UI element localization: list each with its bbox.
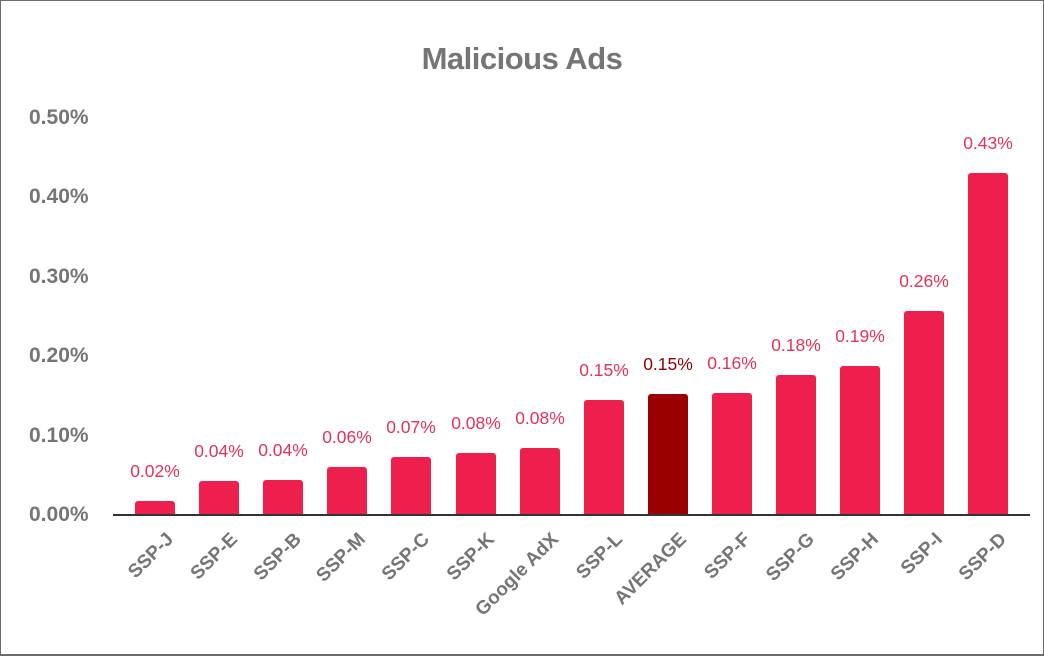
data-label: 0.04% [194,441,244,461]
y-tick-label: 0.40% [29,185,89,208]
y-tick-label: 0.00% [29,503,89,526]
x-tick-label: SSP-K [442,529,499,585]
chart-title: Malicious Ads [421,41,623,76]
y-tick-label: 0.50% [29,106,89,129]
x-tick-label: SSP-J [124,529,178,583]
data-label: 0.08% [515,408,565,428]
data-label: 0.19% [835,326,885,346]
x-tick-label: SSP-M [312,529,370,587]
data-label: 0.07% [386,417,436,437]
bar-average [648,394,688,514]
x-tick-label: SSP-B [249,529,306,585]
data-label: 0.43% [963,133,1013,153]
y-tick-label: 0.30% [29,265,89,288]
bar-ssp-d [968,173,1008,514]
bar-google-adx [520,448,560,514]
bar-ssp-m [327,467,367,514]
x-tick-label: SSP-E [186,529,242,585]
x-tick-label: SSP-C [377,529,434,585]
data-label: 0.15% [643,354,693,374]
bar-ssp-k [456,453,496,514]
bar-ssp-g [776,375,816,514]
x-tick-label: SSP-F [700,529,755,584]
data-label: 0.02% [130,461,180,481]
bar-ssp-c [391,457,431,514]
x-tick-label: SSP-G [762,529,819,586]
y-tick-label: 0.20% [29,344,89,367]
data-label: 0.06% [322,427,372,447]
x-tick-label: SSP-I [896,529,947,579]
bar-ssp-l [584,400,624,514]
bar-ssp-f [712,393,752,514]
data-label: 0.08% [451,413,501,433]
x-axis-line [113,514,1030,516]
data-label: 0.26% [899,271,949,291]
x-tick-label: SSP-L [572,529,627,584]
x-tick-label: SSP-H [826,529,883,585]
bar-ssp-e [199,481,239,514]
bar-ssp-h [840,366,880,514]
data-label: 0.18% [771,335,821,355]
y-tick-label: 0.10% [29,424,89,447]
bar-ssp-i [904,311,944,514]
data-label: 0.16% [707,353,757,373]
data-label: 0.04% [258,440,308,460]
bar-ssp-j [135,501,175,514]
bar-ssp-b [263,480,303,514]
x-tick-label: SSP-D [954,529,1011,585]
data-label: 0.15% [579,360,629,380]
